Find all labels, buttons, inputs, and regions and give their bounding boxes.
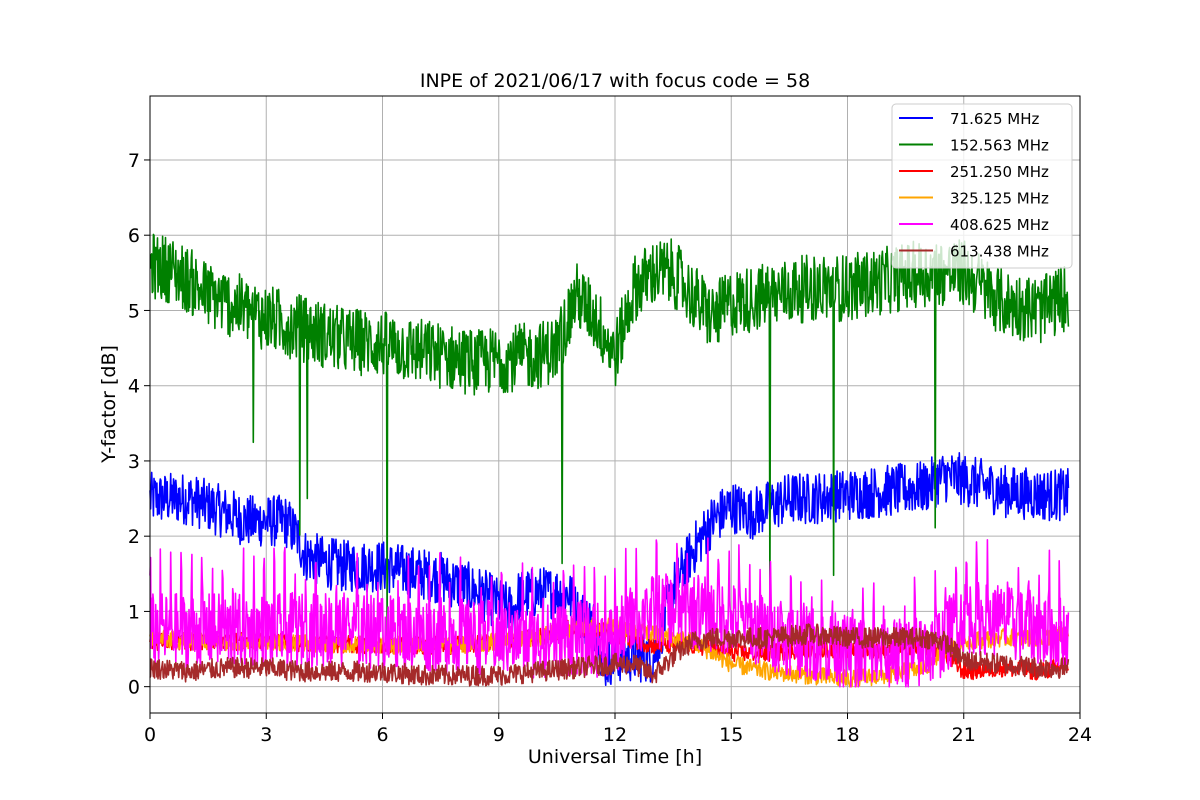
series-layer (149, 233, 1070, 688)
x-tick-label: 0 (144, 724, 156, 746)
legend-label: 613.438 MHz (950, 243, 1049, 261)
y-tick-label: 0 (128, 677, 140, 699)
y-axis-label: Y-factor [dB] (98, 345, 120, 464)
x-axis-label: Universal Time [h] (528, 746, 702, 768)
x-tick-label: 18 (835, 724, 859, 746)
y-tick-label: 3 (128, 451, 140, 473)
legend-label: 251.250 MHz (950, 163, 1049, 181)
legend-label: 71.625 MHz (950, 110, 1039, 128)
legend-box (891, 103, 1073, 269)
x-tick-label: 15 (719, 724, 743, 746)
series-line (149, 623, 1070, 687)
x-tick-label: 3 (260, 724, 272, 746)
series-line (149, 537, 1070, 688)
y-tick-label: 6 (128, 225, 140, 247)
series-line (149, 233, 1070, 641)
chart-title: INPE of 2021/06/17 with focus code = 58 (420, 70, 810, 92)
x-tick-label: 24 (1068, 724, 1092, 746)
legend-label: 325.125 MHz (950, 190, 1049, 208)
y-tick-label: 7 (128, 150, 140, 172)
x-tick-label: 6 (376, 724, 388, 746)
x-tick-label: 9 (493, 724, 505, 746)
y-tick-label: 1 (128, 601, 140, 623)
legend: 71.625 MHz 152.563 MHz 251.250 MHz 325.125 … (891, 103, 1073, 269)
x-tick-label: 12 (603, 724, 627, 746)
legend-label: 152.563 MHz (950, 137, 1049, 155)
y-tick-label: 2 (128, 526, 140, 548)
y-tick-label: 4 (128, 376, 140, 398)
x-tick-label: 21 (952, 724, 976, 746)
y-tick-label: 5 (128, 300, 140, 322)
legend-label: 408.625 MHz (950, 216, 1049, 234)
